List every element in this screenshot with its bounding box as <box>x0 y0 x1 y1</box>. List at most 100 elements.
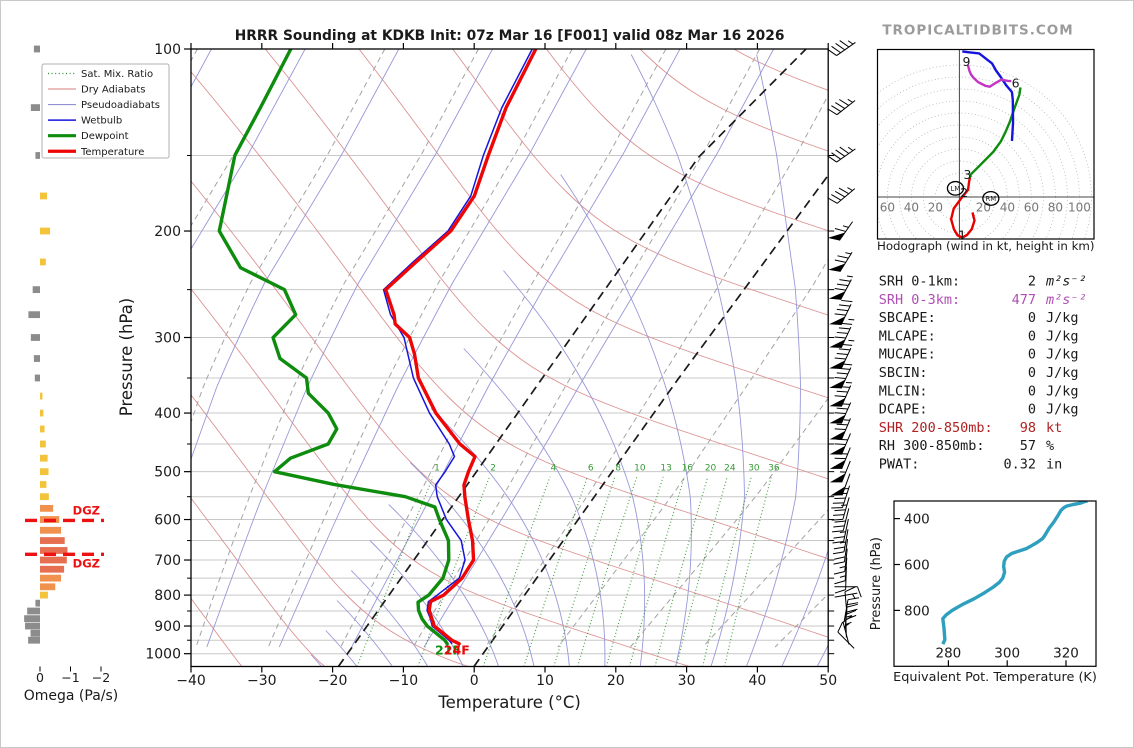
index-value: 0 <box>1028 347 1036 363</box>
y-tick-label: 100 <box>154 42 181 58</box>
barb-full <box>834 580 846 585</box>
hodograph-trace-3-6-km <box>968 87 1022 178</box>
mixing-ratio-label: 30 <box>748 463 760 473</box>
index-value: 2 <box>1028 274 1036 290</box>
mixing-ratio-line <box>356 476 434 667</box>
x-tick-label: 20 <box>607 673 625 689</box>
barb-pennant <box>829 473 846 483</box>
legend-label: Temperature <box>80 147 144 158</box>
omega-bar <box>40 440 46 448</box>
mixing-ratio-label: 2 <box>490 463 496 473</box>
moist-adiabat <box>350 570 429 667</box>
omega-bar <box>24 615 40 623</box>
barb-staff <box>840 367 852 389</box>
omega-bar <box>40 227 51 235</box>
moist-adiabat <box>745 54 801 667</box>
wind-barb <box>827 146 856 163</box>
surface-temperature-label: 24F <box>444 643 470 658</box>
omega-bar <box>40 547 68 554</box>
isotherm <box>1 49 10 647</box>
barb-full <box>831 45 841 54</box>
legend-label: Dry Adiabats <box>81 85 145 96</box>
wind-barb <box>832 518 849 544</box>
hodograph-axis-number: 100 <box>1068 201 1091 215</box>
x-tick-label: 40 <box>748 673 766 689</box>
moist-adiabat <box>781 548 829 667</box>
index-value: 98 <box>1020 420 1036 436</box>
barb-full <box>835 102 846 109</box>
index-label: PWAT: <box>879 457 920 473</box>
wind-barb <box>828 251 853 272</box>
barb-full <box>836 390 848 393</box>
x-tick-label: −40 <box>176 673 206 689</box>
barb-staff <box>844 548 848 572</box>
barb-pennant <box>829 445 846 455</box>
hodograph-axis-number: 60 <box>1024 201 1039 215</box>
moist-adiabat <box>191 49 400 461</box>
y-tick-label: 500 <box>154 465 181 481</box>
barb-full <box>833 525 845 528</box>
omega-bar <box>27 607 40 615</box>
barb-pennant <box>829 414 846 424</box>
wind-barb <box>829 363 853 389</box>
barb-full <box>847 602 859 606</box>
barb-full <box>842 615 853 623</box>
dry-adiabat <box>191 497 326 667</box>
barb-full <box>834 376 846 379</box>
y-tick-label: 600 <box>154 513 181 529</box>
theta-e-x-tick-label: 300 <box>994 645 1020 661</box>
wind-barb <box>827 221 854 241</box>
indices-panel: SRH 0-1km: 2 m²s⁻² SRH 0-3km: 477 m²s⁻² SBCAPE… <box>879 274 1087 473</box>
index-value: 477 <box>1012 292 1036 308</box>
omega-bar <box>40 392 43 400</box>
x-tick-label: −10 <box>389 673 419 689</box>
barb-full <box>846 603 858 608</box>
index-label: RH 300-850mb: <box>879 438 985 454</box>
index-label: SBCIN: <box>879 365 928 381</box>
hodograph-caption: Hodograph (wind in kt, height in km) <box>877 239 1095 253</box>
wind-barb <box>834 586 862 598</box>
barb-full <box>827 108 838 116</box>
storm-motion-label: LM <box>951 185 961 193</box>
barb-full <box>839 146 850 154</box>
wind-barb <box>843 597 860 623</box>
barb-full <box>837 255 849 259</box>
barb-staff <box>842 508 850 531</box>
wind-barb <box>829 339 855 370</box>
barb-staff <box>841 473 851 496</box>
barb-full <box>834 190 846 198</box>
wind-barbs <box>827 40 862 649</box>
moist-adiabat <box>503 270 646 667</box>
barb-full <box>838 386 850 388</box>
barb-half <box>848 339 855 342</box>
barb-staff <box>838 221 854 241</box>
hodograph-height-label: 2 <box>960 185 968 200</box>
barb-full <box>837 621 844 633</box>
omega-bar <box>33 45 40 53</box>
barb-full <box>846 608 858 613</box>
dry-adiabat <box>546 49 829 232</box>
mixing-ratio-label: 20 <box>705 463 717 473</box>
barb-full <box>841 299 853 303</box>
barb-full <box>839 40 850 48</box>
index-value: 0 <box>1028 310 1036 326</box>
omega-tick-label: −1 <box>61 670 79 685</box>
mixing-ratio-label: 36 <box>768 463 780 473</box>
y-tick-label: 400 <box>154 406 181 422</box>
mixing-ratio-label: 16 <box>682 463 694 473</box>
mixing-ratio-label: 1 <box>434 463 440 473</box>
barb-full <box>836 308 849 312</box>
y-tick-label: 200 <box>154 224 181 240</box>
barb-full <box>832 530 844 533</box>
moist-adiabat <box>630 54 745 667</box>
legend-label: Sat. Mix. Ratio <box>81 69 153 80</box>
omega-bar <box>40 192 48 200</box>
index-value: 57 <box>1020 438 1036 454</box>
mixing-ratio-label: 10 <box>634 463 646 473</box>
index-label: DCAPE: <box>879 402 928 418</box>
skewt-profiles <box>217 49 538 646</box>
barb-pennant <box>827 232 845 241</box>
omega-tick-label: −2 <box>92 670 110 685</box>
barb-full <box>857 586 862 598</box>
